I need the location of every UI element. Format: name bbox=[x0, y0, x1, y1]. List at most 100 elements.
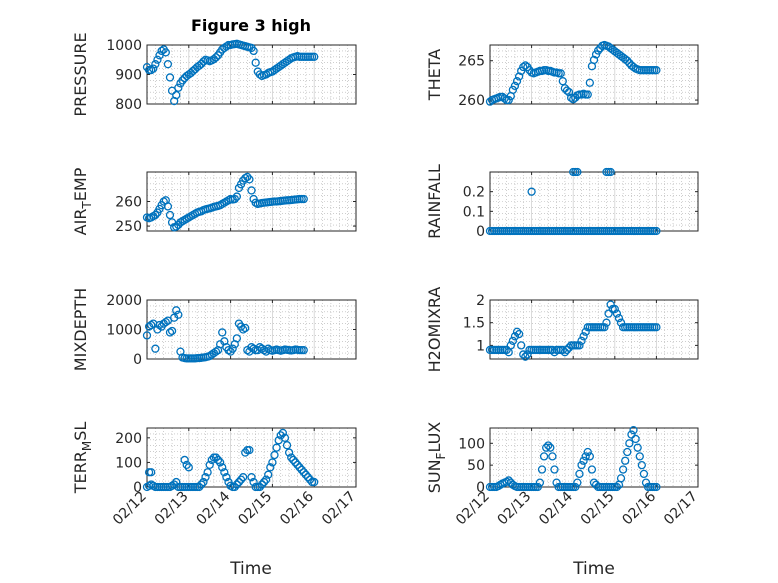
data-point bbox=[255, 482, 265, 492]
data-point bbox=[172, 477, 181, 487]
data-point bbox=[575, 469, 584, 479]
data-point bbox=[259, 477, 269, 487]
data-point bbox=[213, 455, 223, 465]
subplot-sun-flux: 0 50 100 02/12 02/13 02/14 02/15 02/16 02/17 SUNF… bbox=[425, 422, 701, 529]
data-point bbox=[147, 65, 156, 75]
x-tick-label: 02/17 bbox=[319, 489, 359, 529]
axes-box bbox=[146, 427, 357, 488]
data-point bbox=[297, 465, 306, 474]
data-point bbox=[519, 350, 528, 359]
data-point bbox=[583, 447, 592, 457]
data-point bbox=[218, 463, 227, 472]
data-point bbox=[552, 478, 561, 487]
subplot-h2omixra: 1 1.5 2 H2OMIXRA bbox=[425, 287, 699, 372]
data-point bbox=[243, 172, 252, 182]
data-point bbox=[163, 202, 173, 211]
x-axis-label-left: Time bbox=[229, 559, 272, 579]
axes-box bbox=[489, 44, 699, 105]
data-point bbox=[255, 70, 265, 79]
data-point bbox=[575, 341, 584, 350]
data-point bbox=[257, 480, 267, 489]
data-point bbox=[163, 60, 173, 69]
data-point bbox=[301, 470, 310, 479]
data-point bbox=[218, 328, 227, 337]
data-point bbox=[623, 447, 632, 457]
figure-title: Figure 3 high bbox=[191, 16, 311, 35]
y-tick-label: 1 bbox=[476, 338, 485, 354]
data-point bbox=[178, 76, 187, 85]
data-point bbox=[542, 443, 551, 452]
y-tick-label: 260 bbox=[115, 195, 142, 211]
data-point bbox=[521, 61, 530, 70]
data-point bbox=[197, 480, 206, 489]
data-point bbox=[238, 325, 248, 334]
data-point bbox=[245, 175, 254, 184]
data-point bbox=[291, 458, 300, 467]
data-point bbox=[276, 431, 285, 440]
data-point bbox=[249, 477, 258, 487]
data-point bbox=[606, 300, 615, 309]
subplot-mixdepth: 0 1000 2000 MIXDEPTH bbox=[71, 288, 357, 371]
data-point bbox=[652, 66, 661, 75]
data-point bbox=[618, 465, 628, 474]
data-point bbox=[305, 475, 315, 484]
data-point bbox=[527, 187, 536, 196]
data-point bbox=[517, 66, 526, 76]
x-tick-label: 02/14 bbox=[536, 488, 576, 528]
data-point bbox=[562, 86, 572, 95]
data-point bbox=[517, 341, 526, 350]
data-point bbox=[581, 327, 590, 336]
data-point bbox=[629, 62, 638, 72]
data-point bbox=[641, 478, 651, 487]
data-point bbox=[573, 167, 582, 177]
x-tick-label: 02/14 bbox=[194, 488, 234, 528]
data-point bbox=[581, 452, 590, 461]
data-point bbox=[211, 53, 221, 62]
data-point bbox=[627, 430, 636, 439]
data-point bbox=[564, 88, 574, 97]
data-point bbox=[266, 463, 275, 472]
data-point bbox=[174, 83, 183, 92]
data-point bbox=[652, 226, 661, 236]
data-point bbox=[287, 453, 296, 462]
data-point bbox=[280, 433, 290, 442]
data-point bbox=[230, 482, 239, 492]
x-tick-label: 02/16 bbox=[619, 488, 659, 528]
x-tick-label: 02/12 bbox=[453, 489, 493, 529]
data-point bbox=[612, 482, 622, 492]
data-point bbox=[180, 455, 189, 465]
data-point bbox=[241, 323, 250, 333]
data-point bbox=[587, 465, 597, 474]
data-point bbox=[512, 77, 522, 86]
x-tick-label: 02/12 bbox=[110, 489, 150, 529]
y-tick-label: 50 bbox=[467, 458, 485, 474]
data-point bbox=[232, 192, 242, 201]
data-point bbox=[278, 428, 288, 438]
data-point bbox=[264, 470, 273, 479]
data-point bbox=[172, 222, 181, 231]
data-point bbox=[161, 48, 170, 57]
y-tick-label: 100 bbox=[115, 455, 142, 471]
data-point bbox=[149, 64, 158, 73]
data-point bbox=[299, 345, 308, 355]
data-point bbox=[625, 439, 634, 448]
data-point bbox=[623, 56, 632, 65]
data-point bbox=[614, 314, 624, 323]
data-point bbox=[153, 55, 162, 64]
data-point bbox=[251, 58, 260, 67]
data-point bbox=[577, 336, 586, 345]
data-point bbox=[494, 481, 503, 491]
data-point bbox=[521, 352, 530, 361]
data-point bbox=[151, 344, 160, 353]
data-point bbox=[147, 468, 156, 477]
data-point bbox=[310, 52, 319, 61]
data-point bbox=[612, 309, 622, 318]
data-point bbox=[197, 59, 206, 69]
data-point bbox=[577, 460, 586, 470]
x-axis-label-right: Time bbox=[572, 559, 615, 579]
data-point bbox=[199, 477, 208, 487]
data-point bbox=[232, 480, 242, 489]
data-point bbox=[234, 477, 244, 487]
data-point bbox=[161, 317, 170, 327]
